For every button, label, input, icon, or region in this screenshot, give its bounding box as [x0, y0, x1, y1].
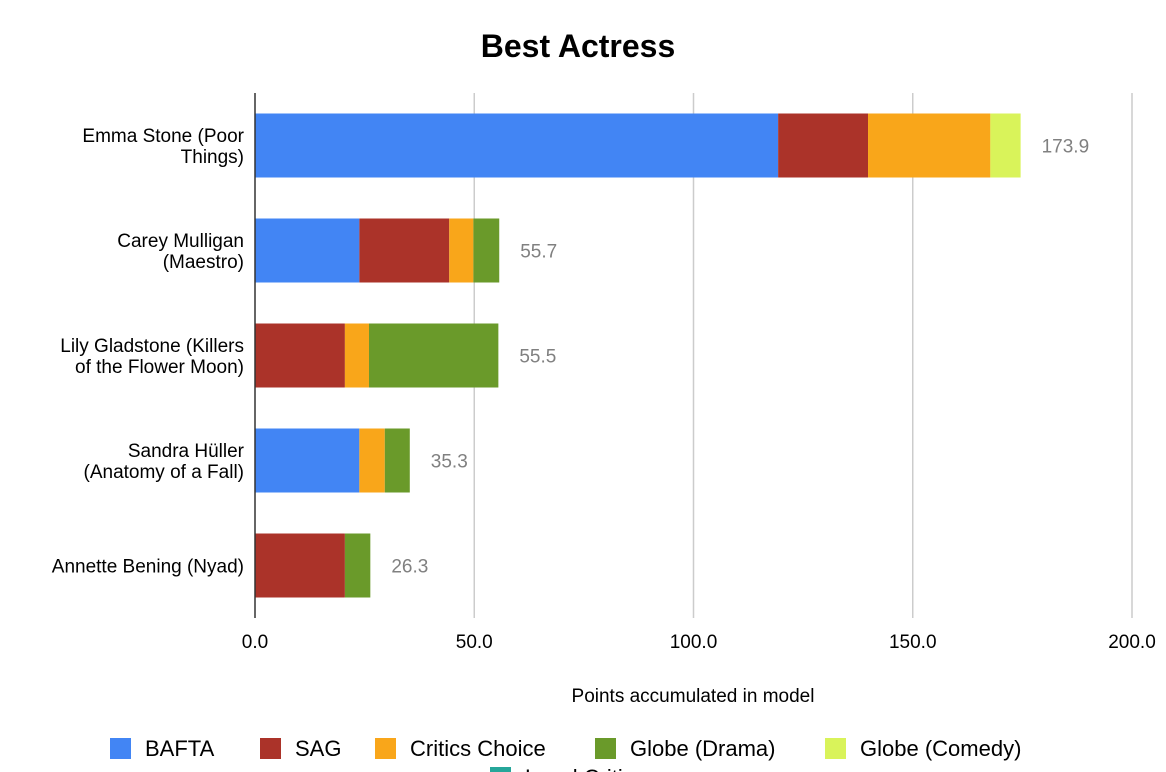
bar-segment	[473, 218, 500, 283]
bar-segment	[255, 428, 360, 493]
x-tick-label: 50.0	[456, 632, 493, 653]
legend-swatch	[490, 767, 511, 772]
bar-segment	[778, 113, 869, 178]
legend-swatch	[110, 738, 131, 759]
bar-segment	[255, 533, 345, 598]
category-label: Sandra Hüller	[128, 441, 245, 462]
bar-segment	[359, 218, 450, 283]
bar-segment	[344, 533, 371, 598]
bar-total-label: 26.3	[391, 557, 428, 578]
category-label: Emma Stone (Poor	[82, 126, 244, 147]
bar-segment	[255, 323, 345, 388]
legend-label: BAFTA	[145, 736, 215, 761]
bar-segment	[449, 218, 474, 283]
x-tick-label: 150.0	[889, 632, 937, 653]
legend-label: Local Critics	[525, 765, 645, 772]
category-label: of the Flower Moon)	[75, 357, 244, 378]
legend-label: Critics Choice	[410, 736, 546, 761]
bar-segment	[359, 428, 385, 493]
x-tick-labels: 0.0 50.0 100.0 150.0 200.0	[242, 632, 1156, 653]
category-label: (Maestro)	[163, 252, 244, 273]
legend-swatch	[825, 738, 846, 759]
bar-total-label: 55.5	[519, 347, 556, 368]
bar-segment	[868, 113, 991, 178]
bar-segment	[255, 113, 779, 178]
category-label: Carey Mulligan	[117, 231, 244, 252]
bar-total-label: 173.9	[1042, 137, 1090, 158]
category-label: Annette Bening (Nyad)	[52, 557, 244, 578]
category-label: (Anatomy of a Fall)	[84, 462, 245, 483]
legend-label: Globe (Comedy)	[860, 736, 1021, 761]
bars	[255, 113, 1021, 598]
x-tick-label: 0.0	[242, 632, 268, 653]
legend-label: Globe (Drama)	[630, 736, 775, 761]
x-tick-label: 100.0	[670, 632, 718, 653]
category-label: Lily Gladstone (Killers	[60, 336, 244, 357]
legend-label: SAG	[295, 736, 341, 761]
chart-title: Best Actress	[481, 28, 675, 64]
bar-segment	[384, 428, 410, 493]
bar-segment	[990, 113, 1021, 178]
category-label: Things)	[181, 147, 244, 168]
bar-segment	[255, 218, 360, 283]
bar-total-label: 35.3	[431, 452, 468, 473]
bar-total-label: 55.7	[520, 242, 557, 263]
legend-swatch	[595, 738, 616, 759]
legend: BAFTA SAG Critics Choice Globe (Drama) Globe…	[110, 736, 1021, 772]
x-tick-label: 200.0	[1108, 632, 1156, 653]
total-labels: 173.9 55.7 55.5 35.3 26.3	[391, 137, 1089, 578]
x-axis-label: Points accumulated in model	[572, 686, 815, 707]
bar-segment	[344, 323, 370, 388]
legend-swatch	[260, 738, 281, 759]
bar-segment	[369, 323, 499, 388]
legend-swatch	[375, 738, 396, 759]
